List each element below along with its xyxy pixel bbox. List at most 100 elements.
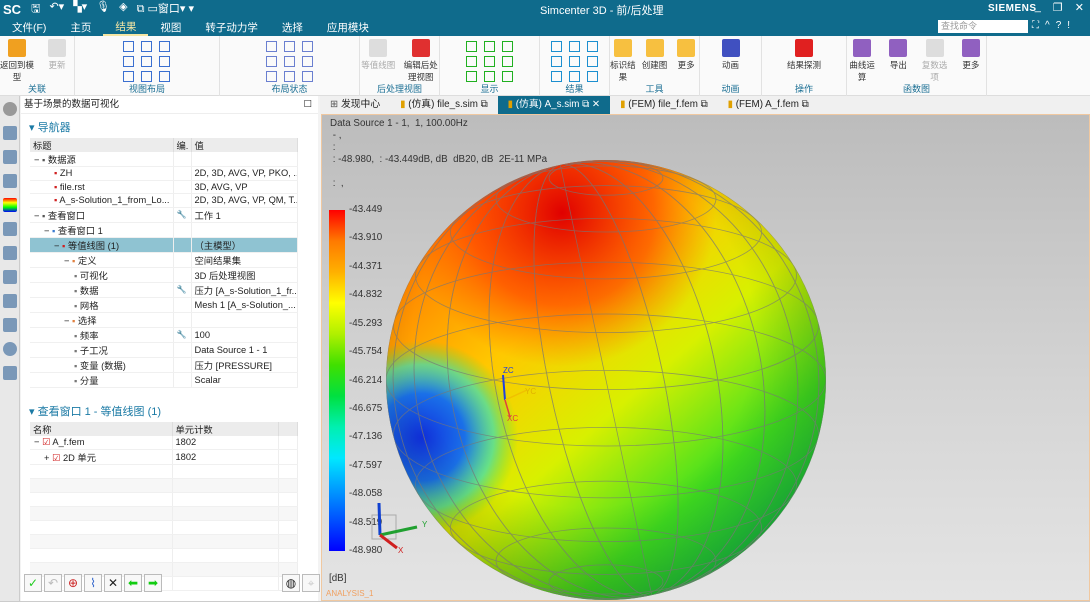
ribbon-small-icon[interactable] — [123, 71, 134, 82]
navigator-row[interactable]: ▪ 频率 🔧 100 — [30, 327, 298, 343]
more-icon[interactable]: ! — [1067, 20, 1071, 31]
ribbon-small-icon[interactable] — [501, 41, 513, 52]
expand-toggle[interactable]: − — [34, 436, 43, 447]
fit-button[interactable]: ⌖ — [302, 574, 320, 592]
save-icon[interactable]: 🖫 — [31, 2, 41, 15]
navigator-row[interactable]: − ▪ 等值线图 (1) （主模型） — [30, 237, 298, 253]
ribbon-small-icon[interactable] — [301, 41, 313, 52]
column-header[interactable]: 标题 — [30, 138, 174, 152]
undo-button[interactable]: ↶ — [44, 574, 62, 592]
expand-toggle[interactable]: − — [64, 255, 73, 266]
edit-post-view-button[interactable]: ⊕ — [64, 574, 82, 592]
expand-toggle[interactable]: − — [34, 210, 43, 221]
menu-item[interactable]: 转子动力学 — [205, 21, 258, 34]
fem-navigator-icon[interactable] — [3, 150, 17, 164]
ribbon-small-icon[interactable] — [283, 71, 295, 82]
ribbon-small-icon[interactable] — [501, 56, 513, 67]
menu-item[interactable]: 主页 — [70, 21, 92, 34]
ribbon-button[interactable]: 编辑后处理视图 — [403, 39, 440, 83]
ribbon-small-icon[interactable] — [141, 71, 152, 82]
menu-item[interactable]: 选择 — [281, 21, 303, 34]
graphics-viewport[interactable]: Data Source 1 - 1, 1, 100.00Hz - , : : -… — [321, 114, 1090, 601]
expand-toggle[interactable]: − — [34, 155, 43, 165]
ribbon-small-icon[interactable] — [568, 71, 580, 82]
tab-pin-icon[interactable]: ⧉ — [477, 99, 488, 110]
ribbon-small-icon[interactable] — [265, 56, 277, 67]
ribbon-button[interactable]: 标识结果 — [610, 39, 636, 83]
menu-item[interactable]: 应用模块 — [326, 21, 369, 34]
ribbon-button[interactable]: 动画 — [712, 39, 750, 71]
sim-navigator-icon[interactable] — [3, 126, 17, 140]
microphone-icon[interactable]: 🎙 — [96, 0, 111, 13]
navigator-row[interactable]: − ▪ 数据源 — [30, 152, 298, 167]
navigator-section-header[interactable]: ▾ 导航器 — [29, 122, 71, 134]
next-button[interactable]: ➡ — [144, 574, 162, 592]
expand-toggle[interactable]: + — [44, 452, 53, 463]
ribbon-small-icon[interactable] — [465, 71, 477, 82]
ribbon-button[interactable]: 结果探测 — [785, 39, 823, 71]
menu-item[interactable]: 视图 — [160, 21, 182, 34]
navigator-row[interactable]: − ▪ 定义 空间结果集 — [30, 252, 298, 268]
ribbon-small-icon[interactable] — [586, 71, 598, 82]
ribbon-small-icon[interactable] — [265, 41, 277, 52]
restore-button[interactable]: ❐ — [1052, 2, 1063, 14]
tools-icon[interactable] — [3, 366, 17, 380]
ribbon-button[interactable]: 更多 — [673, 39, 699, 71]
ribbon-small-icon[interactable] — [586, 41, 598, 52]
maximize-icon[interactable]: ☐ — [303, 99, 312, 110]
column-header[interactable]: 值 — [191, 138, 298, 152]
assembly-navigator-icon[interactable] — [3, 174, 17, 188]
web-browser-icon[interactable] — [3, 294, 17, 308]
ribbon-small-icon[interactable] — [265, 71, 277, 82]
accept-button[interactable]: ✓ — [24, 574, 42, 592]
globe-icon[interactable] — [3, 318, 17, 332]
ribbon-small-icon[interactable] — [483, 56, 495, 67]
document-tab[interactable]: ▮ (仿真) file_s.sim ⧉ — [390, 96, 498, 114]
navigator-row[interactable]: ▪ 数据 🔧 压力 [A_s-Solution_1_fr... — [30, 282, 298, 298]
document-tab[interactable]: ▮ (仿真) A_s.sim ⧉ ✕ — [497, 96, 611, 114]
command-search-input[interactable]: 查找命令 — [938, 20, 1028, 33]
ribbon-small-icon[interactable] — [301, 56, 313, 67]
document-tab[interactable]: ▮ (FEM) file_f.fem ⧉ — [610, 96, 718, 114]
ribbon-button[interactable]: 等值线图 — [360, 39, 397, 71]
tab-pin-icon[interactable]: ⧉ ✕ — [579, 99, 601, 110]
ribbon-button[interactable]: 曲线运算 — [847, 39, 877, 83]
ribbon-small-icon[interactable] — [465, 56, 477, 67]
collapse-ribbon-icon[interactable]: ^ — [1045, 20, 1050, 31]
ribbon-small-icon[interactable] — [483, 41, 495, 52]
tab-pin-icon[interactable]: ⧉ — [798, 99, 809, 110]
document-tab[interactable]: ⊞ 发现中心 — [320, 96, 390, 114]
post-processing-navigator-icon[interactable] — [3, 198, 17, 212]
ribbon-button[interactable]: 复数选项 — [920, 39, 950, 83]
navigator-row[interactable]: − ▪ 选择 — [30, 312, 298, 328]
column-header[interactable]: 名称 — [30, 421, 173, 436]
minimize-button[interactable]: _ — [1034, 1, 1041, 13]
ribbon-small-icon[interactable] — [501, 71, 513, 82]
ribbon-button[interactable]: 创建图 — [642, 39, 668, 71]
ribbon-small-icon[interactable] — [465, 41, 477, 52]
navigator-row[interactable]: ▪ 变量 (数据) 压力 [PRESSURE] — [30, 357, 298, 373]
part-navigator-icon[interactable] — [3, 222, 17, 236]
navigator-row[interactable]: ▪ 子工况 Data Source 1 - 1 — [30, 342, 298, 358]
ribbon-small-icon[interactable] — [550, 41, 562, 52]
globe-settings-button[interactable]: ◍ — [282, 574, 300, 592]
navigator-row[interactable]: ▪ ZH 2D, 3D, AVG, VP, PKO, ... — [30, 166, 298, 181]
ribbon-small-icon[interactable] — [301, 71, 313, 82]
ribbon-button[interactable]: 返回到模型 — [0, 39, 34, 83]
history-icon[interactable] — [3, 342, 17, 356]
ribbon-small-icon[interactable] — [123, 56, 134, 67]
ribbon-button[interactable]: 更多 — [956, 39, 986, 71]
document-tab[interactable]: ▮ (FEM) A_f.fem ⧉ — [718, 96, 819, 114]
column-header[interactable]: 单元计数 — [172, 421, 279, 436]
help-icon[interactable]: ? — [1055, 20, 1062, 31]
expand-toggle[interactable]: − — [54, 240, 63, 251]
element-row[interactable]: − ☑ A_f.fem 1802 — [30, 435, 298, 450]
element-row[interactable]: + ☑ 2D 单元 1802 — [30, 449, 298, 465]
visibility-checkbox[interactable]: ☑ — [52, 452, 63, 463]
column-header[interactable]: 编. — [173, 138, 192, 152]
navigator-row[interactable]: ▪ 网格 Mesh 1 [A_s-Solution_... — [30, 297, 298, 313]
previous-button[interactable]: ⬅ — [124, 574, 142, 592]
wrench-icon[interactable]: 🔧 — [173, 207, 192, 223]
expand-toggle[interactable]: − — [64, 315, 73, 326]
ribbon-small-icon[interactable] — [483, 71, 495, 82]
